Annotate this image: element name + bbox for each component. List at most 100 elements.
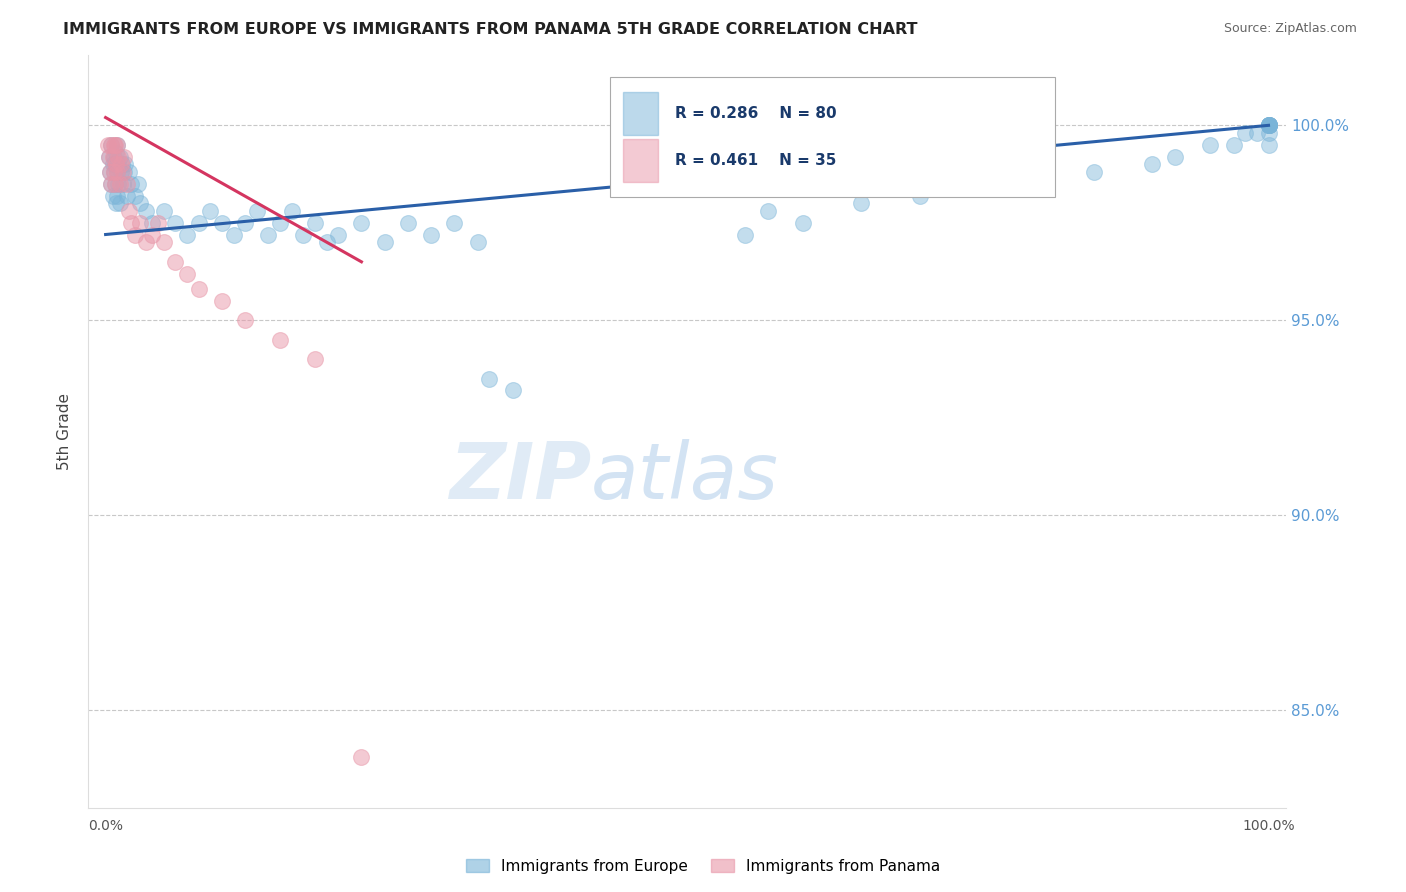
Text: atlas: atlas	[592, 439, 779, 515]
Point	[966, 177, 988, 191]
Point	[222, 227, 245, 242]
Point	[176, 227, 198, 242]
Text: IMMIGRANTS FROM EUROPE VS IMMIGRANTS FROM PANAMA 5TH GRADE CORRELATION CHART: IMMIGRANTS FROM EUROPE VS IMMIGRANTS FRO…	[63, 22, 918, 37]
Point	[105, 188, 128, 202]
Point	[107, 157, 129, 171]
Point	[127, 177, 149, 191]
Y-axis label: 5th Grade: 5th Grade	[58, 393, 72, 470]
Point	[112, 177, 135, 191]
Point	[100, 177, 122, 191]
Bar	[623, 139, 658, 182]
Point	[443, 216, 465, 230]
Point	[1257, 119, 1279, 133]
Point	[115, 177, 138, 191]
Point	[105, 137, 128, 152]
Point	[100, 177, 122, 191]
Point	[1257, 119, 1279, 133]
Point	[502, 384, 524, 398]
Point	[1142, 157, 1164, 171]
Point	[97, 137, 120, 152]
Point	[269, 216, 291, 230]
Text: Source: ZipAtlas.com: Source: ZipAtlas.com	[1223, 22, 1357, 36]
Point	[758, 204, 780, 219]
Point	[108, 149, 131, 163]
Point	[187, 216, 209, 230]
Point	[1257, 119, 1279, 133]
Text: 0.0%: 0.0%	[89, 820, 124, 833]
Point	[108, 177, 131, 191]
Point	[98, 165, 121, 179]
Point	[1222, 137, 1244, 152]
Point	[851, 196, 873, 211]
Point	[1164, 149, 1187, 163]
Point	[105, 165, 128, 179]
Point	[118, 165, 141, 179]
Point	[124, 188, 146, 202]
Text: ZIP: ZIP	[449, 439, 592, 515]
Point	[1257, 137, 1279, 152]
Point	[104, 177, 127, 191]
Point	[246, 204, 269, 219]
Point	[1257, 119, 1279, 133]
Point	[328, 227, 350, 242]
Point	[1257, 119, 1279, 133]
Point	[98, 165, 121, 179]
Point	[350, 750, 373, 764]
Text: 100.0%: 100.0%	[1243, 820, 1295, 833]
Point	[101, 157, 124, 171]
Point	[104, 157, 127, 171]
Point	[734, 227, 756, 242]
Point	[141, 216, 163, 230]
Point	[200, 204, 222, 219]
Point	[1257, 119, 1279, 133]
Point	[107, 149, 129, 163]
Point	[112, 149, 135, 163]
Point	[152, 204, 174, 219]
Point	[257, 227, 280, 242]
Point	[108, 196, 131, 211]
Point	[103, 149, 125, 163]
Point	[176, 267, 198, 281]
Point	[98, 149, 121, 163]
Point	[103, 165, 125, 179]
Point	[135, 235, 157, 250]
Point	[374, 235, 396, 250]
Point	[105, 137, 128, 152]
Point	[135, 204, 157, 219]
Point	[467, 235, 489, 250]
Point	[141, 227, 163, 242]
Point	[269, 333, 291, 347]
Point	[98, 149, 121, 163]
Text: R = 0.461    N = 35: R = 0.461 N = 35	[675, 153, 837, 168]
Point	[1257, 126, 1279, 140]
Point	[1257, 119, 1279, 133]
Point	[114, 157, 136, 171]
Point	[124, 227, 146, 242]
Point	[118, 204, 141, 219]
Point	[120, 216, 142, 230]
Point	[110, 157, 132, 171]
Point	[115, 188, 138, 202]
Point	[1025, 177, 1047, 191]
Point	[112, 165, 135, 179]
Point	[165, 216, 187, 230]
Point	[211, 216, 233, 230]
Point	[104, 177, 127, 191]
Point	[152, 235, 174, 250]
Point	[1257, 119, 1279, 133]
Point	[1246, 126, 1268, 140]
Point	[420, 227, 443, 242]
Point	[280, 204, 302, 219]
Point	[1083, 165, 1105, 179]
Point	[165, 255, 187, 269]
Point	[100, 137, 122, 152]
Point	[350, 216, 373, 230]
Point	[120, 177, 142, 191]
Legend: Immigrants from Europe, Immigrants from Panama: Immigrants from Europe, Immigrants from …	[460, 853, 946, 880]
Point	[100, 137, 122, 152]
Point	[292, 227, 315, 242]
Point	[304, 216, 326, 230]
Point	[105, 157, 128, 171]
Point	[104, 137, 127, 152]
Point	[107, 177, 129, 191]
